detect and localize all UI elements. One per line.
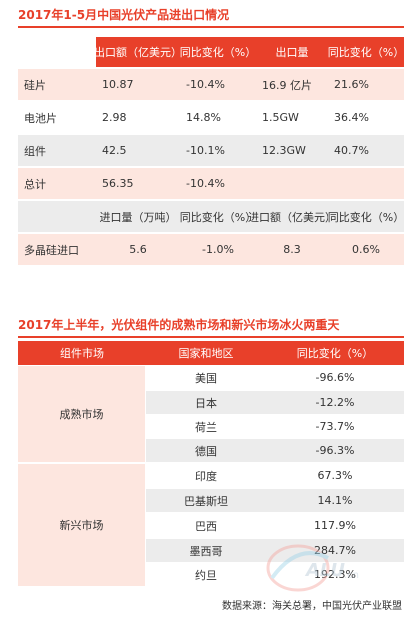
- table2-change: -73.7%: [266, 415, 404, 438]
- table2-header-country: 国家和地区: [146, 341, 266, 365]
- table1-cell: 10.87: [96, 69, 180, 100]
- table1-cell: 56.35: [96, 168, 180, 199]
- table2-market-emerging: 新兴市场: [18, 464, 145, 586]
- table1-cell: 5.6: [96, 234, 180, 265]
- table2-change: -12.2%: [266, 391, 404, 414]
- table2-country: 日本: [146, 391, 266, 414]
- table2-change: -96.6%: [266, 366, 404, 389]
- watermark-logo: ALU .cn: [266, 544, 359, 592]
- table1-cell: 2.98: [96, 102, 180, 133]
- table2-change: 14.1%: [266, 489, 404, 512]
- table2-country: 德国: [146, 439, 266, 462]
- table1-cell: 16.9 亿片: [256, 69, 328, 100]
- table1-row-label: 总计: [18, 168, 96, 199]
- table1-header-export-value-change: 同比变化（%）: [180, 37, 256, 67]
- table1-subheader-blank: [18, 201, 96, 232]
- table1-cell: 36.4%: [328, 102, 404, 133]
- table1-cell: -10.4%: [180, 168, 256, 199]
- table2-country: 荷兰: [146, 415, 266, 438]
- source-note: 数据来源：海关总署，中国光伏产业联盟: [222, 601, 402, 612]
- table1-title-rule: [18, 26, 404, 28]
- table1-cell: 42.5: [96, 135, 180, 166]
- table1-cell: 21.6%: [328, 69, 404, 100]
- table1-cell: 40.7%: [328, 135, 404, 166]
- table2-change: 284.7%: [266, 539, 404, 562]
- table2-country: 墨西哥: [146, 539, 266, 562]
- table1-header-export-value: 出口额（亿美元）: [94, 37, 182, 67]
- table1-cell: 0.6%: [328, 234, 404, 265]
- table1-row-label: 多晶硅进口: [18, 234, 96, 265]
- table1-title: 2017年1-5月中国光伏产品进出口情况: [18, 8, 230, 22]
- table1-subheader-import-volume-change: 同比变化（%）: [180, 201, 256, 232]
- table2-country: 巴西: [146, 514, 266, 537]
- table1-cell: 14.8%: [180, 102, 256, 133]
- table2-change: -96.3%: [266, 439, 404, 462]
- table1-header-blank: [18, 37, 96, 67]
- table2-header-change: 同比变化（%）: [266, 341, 404, 365]
- table1-row-label: 硅片: [18, 69, 96, 100]
- table2-change: 117.9%: [266, 514, 404, 537]
- table2-change: 192.3%: [266, 563, 404, 586]
- table1-cell: [256, 168, 328, 199]
- table1-subheader-import-value-change: 同比变化（%）: [328, 201, 404, 232]
- svg-text:.cn: .cn: [344, 570, 359, 581]
- table1-cell: -10.4%: [180, 69, 256, 100]
- table2-country: 美国: [146, 366, 266, 389]
- table1-cell: 8.3: [256, 234, 328, 265]
- table2-country: 约旦: [146, 563, 266, 586]
- table1-row-label: 电池片: [18, 102, 96, 133]
- svg-text:ALU: ALU: [304, 560, 345, 581]
- table2-market-mature: 成熟市场: [18, 366, 145, 462]
- table2-change: 67.3%: [266, 464, 404, 487]
- table1-cell: 1.5GW: [256, 102, 328, 133]
- table1-subheader-import-value: 进口额（亿美元）: [248, 201, 336, 232]
- table1-header-export-volume: 出口量: [256, 37, 328, 67]
- table2-header-market: 组件市场: [18, 341, 146, 365]
- table1-row-label: 组件: [18, 135, 96, 166]
- table2-title: 2017年上半年，光伏组件的成熟市场和新兴市场冰火两重天: [18, 318, 340, 332]
- table2-country: 巴基斯坦: [146, 489, 266, 512]
- table2-title-rule: [18, 336, 404, 338]
- table1-subheader-import-volume: 进口量（万吨）: [96, 201, 180, 232]
- table1-cell: [328, 168, 404, 199]
- table1-cell: 12.3GW: [256, 135, 328, 166]
- table1-cell: -1.0%: [180, 234, 256, 265]
- table1-cell: -10.1%: [180, 135, 256, 166]
- table1-header-export-volume-change: 同比变化（%）: [328, 37, 404, 67]
- table2-country: 印度: [146, 464, 266, 487]
